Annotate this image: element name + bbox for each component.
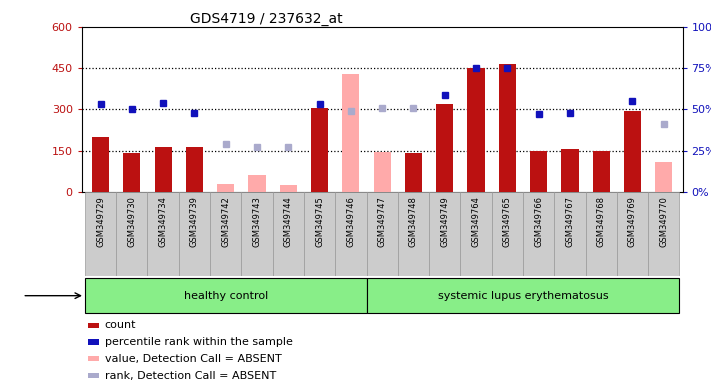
Bar bbox=[498, 64, 516, 192]
Bar bbox=[624, 111, 641, 192]
Bar bbox=[592, 151, 610, 192]
Bar bbox=[87, 373, 99, 378]
Bar bbox=[304, 192, 335, 276]
Text: GSM349764: GSM349764 bbox=[471, 196, 481, 247]
Bar bbox=[655, 162, 673, 192]
Text: healthy control: healthy control bbox=[183, 291, 268, 301]
Text: GSM349739: GSM349739 bbox=[190, 196, 199, 247]
Bar bbox=[366, 278, 680, 313]
Text: GDS4719 / 237632_at: GDS4719 / 237632_at bbox=[190, 12, 343, 26]
Bar bbox=[87, 356, 99, 361]
Text: GSM349749: GSM349749 bbox=[440, 196, 449, 247]
Bar bbox=[178, 192, 210, 276]
Bar bbox=[87, 323, 99, 328]
Bar bbox=[561, 149, 579, 192]
Bar bbox=[241, 192, 272, 276]
Text: GSM349745: GSM349745 bbox=[315, 196, 324, 247]
Bar bbox=[335, 192, 366, 276]
Bar bbox=[648, 192, 680, 276]
Text: GSM349742: GSM349742 bbox=[221, 196, 230, 247]
Bar bbox=[617, 192, 648, 276]
Bar bbox=[523, 192, 555, 276]
Bar bbox=[85, 192, 116, 276]
Bar bbox=[147, 192, 178, 276]
Text: GSM349767: GSM349767 bbox=[565, 196, 574, 247]
Text: GSM349730: GSM349730 bbox=[127, 196, 137, 247]
Bar bbox=[123, 154, 141, 192]
Text: GSM349765: GSM349765 bbox=[503, 196, 512, 247]
Bar bbox=[492, 192, 523, 276]
Text: GSM349748: GSM349748 bbox=[409, 196, 418, 247]
Bar bbox=[311, 108, 328, 192]
Bar bbox=[85, 278, 366, 313]
Text: GSM349746: GSM349746 bbox=[346, 196, 356, 247]
Bar bbox=[373, 152, 391, 192]
Text: GSM349768: GSM349768 bbox=[597, 196, 606, 247]
Bar bbox=[398, 192, 429, 276]
Text: value, Detection Call = ABSENT: value, Detection Call = ABSENT bbox=[105, 354, 282, 364]
Text: percentile rank within the sample: percentile rank within the sample bbox=[105, 337, 292, 347]
Text: GSM349766: GSM349766 bbox=[534, 196, 543, 247]
Bar bbox=[279, 185, 297, 192]
Bar bbox=[555, 192, 586, 276]
Text: systemic lupus erythematosus: systemic lupus erythematosus bbox=[438, 291, 609, 301]
Text: GSM349743: GSM349743 bbox=[252, 196, 262, 247]
Bar bbox=[467, 68, 485, 192]
Text: GSM349734: GSM349734 bbox=[159, 196, 168, 247]
Bar bbox=[186, 147, 203, 192]
Text: rank, Detection Call = ABSENT: rank, Detection Call = ABSENT bbox=[105, 371, 276, 381]
Bar bbox=[92, 137, 109, 192]
Bar bbox=[342, 74, 360, 192]
Bar bbox=[530, 151, 547, 192]
Bar bbox=[217, 184, 235, 192]
Bar bbox=[272, 192, 304, 276]
Text: count: count bbox=[105, 320, 136, 330]
Text: GSM349770: GSM349770 bbox=[659, 196, 668, 247]
Bar bbox=[436, 104, 454, 192]
Bar bbox=[405, 154, 422, 192]
Bar bbox=[366, 192, 398, 276]
Text: GSM349747: GSM349747 bbox=[378, 196, 387, 247]
Bar bbox=[429, 192, 461, 276]
Bar bbox=[461, 192, 492, 276]
Bar bbox=[586, 192, 617, 276]
Bar bbox=[248, 175, 266, 192]
Bar bbox=[154, 147, 172, 192]
Text: GSM349744: GSM349744 bbox=[284, 196, 293, 247]
Bar bbox=[210, 192, 241, 276]
Bar bbox=[87, 339, 99, 345]
Bar bbox=[116, 192, 147, 276]
Text: GSM349729: GSM349729 bbox=[96, 196, 105, 247]
Text: GSM349769: GSM349769 bbox=[628, 196, 637, 247]
